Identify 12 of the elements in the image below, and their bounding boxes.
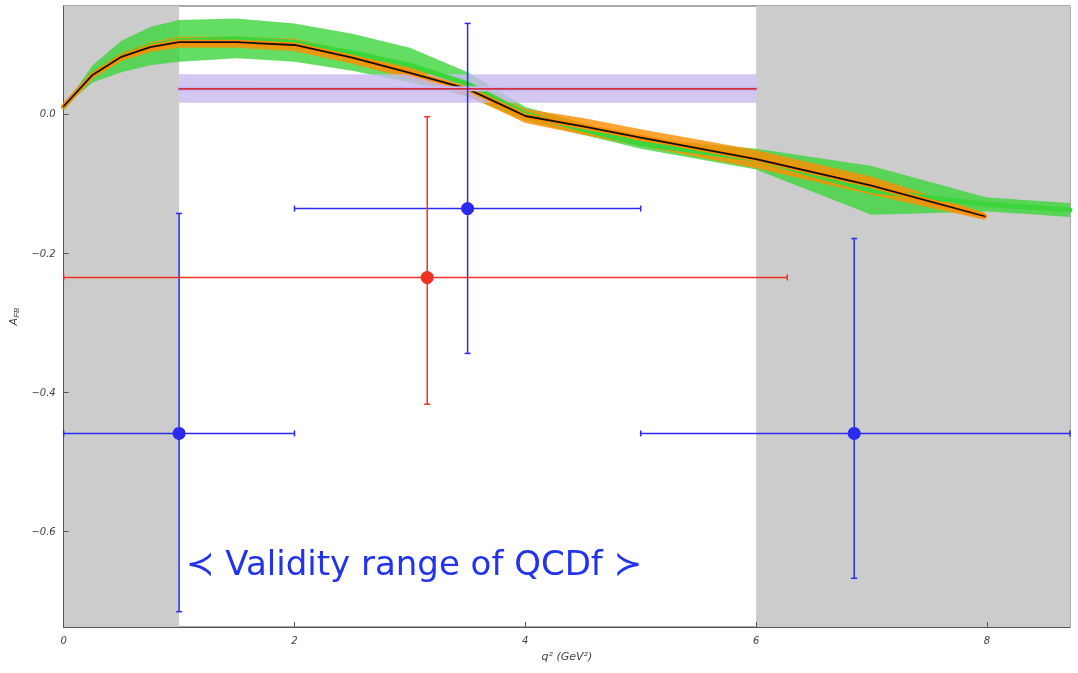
x-axis-title: q² (GeV²) (541, 650, 593, 663)
y-axis-title: AFB (7, 306, 21, 327)
x-tick-label: 4 (522, 634, 529, 646)
x-tick-label: 8 (983, 634, 991, 646)
annotation: ≺ Validity range of QCDf ≻ (186, 543, 643, 583)
y-tick-label: 0.0 (39, 108, 56, 120)
x-tick-label: 6 (752, 634, 760, 646)
y-tick-label: −0.4 (31, 386, 56, 398)
x-tick-label: 2 (291, 634, 298, 646)
y-tick-label: −0.6 (31, 526, 56, 538)
y-tick-label: −0.2 (31, 247, 56, 259)
x-tick-label: 0 (60, 634, 67, 646)
